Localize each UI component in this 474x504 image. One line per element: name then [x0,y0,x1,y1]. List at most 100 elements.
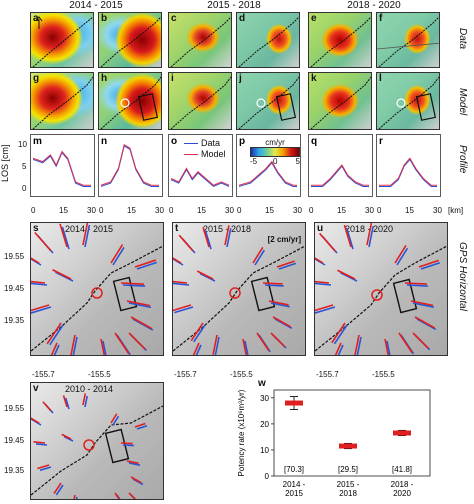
profile-xtick: 30 [87,206,96,215]
gps-panel-t: t 2015 - 2018 [2 cm/yr] [172,222,306,356]
gps-data-arrow [337,344,344,355]
gps-data-arrow [136,261,158,270]
gps-model-arrow [31,304,50,312]
colorbar: cm/yr -5 0 5 [250,138,300,167]
gps-data-arrow [244,340,249,355]
gps-data-arrow [406,284,428,287]
panel-label-o: o [171,136,177,147]
profile-panel-n: n [98,134,163,197]
panel-label-d: d [239,13,246,24]
profile-panel-o: o [168,134,233,197]
lat-tick-19.55: 19.55 [4,252,25,261]
gps-model-arrow [337,269,356,280]
gps-model-arrow [196,270,214,280]
model-overlay [100,76,161,129]
gps-model-arrow [252,246,264,264]
profile-xtick: 15 [127,206,136,215]
x-category-label: 2015 - [337,480,360,489]
lat-tick-v-19.45: 19.45 [4,436,25,445]
gps-data-arrow [356,336,362,355]
gps-data-arrow [39,466,52,472]
gps-model-arrow [394,245,407,264]
gps-model-arrow [62,395,68,408]
row-label-gps: GPS Horizontal [457,242,468,311]
gps-data-arrow [396,247,409,266]
gps-data-arrow [174,306,194,314]
gps-model-arrow [61,433,72,440]
potency-marker [285,400,303,406]
profile-ytick-5: 5 [22,162,27,171]
profile-xtick: 0 [169,206,174,215]
gps-data-arrow [55,484,64,496]
gps-panel-s: s 2014 - 2015 [30,222,164,356]
insar-model-tile-j: j [236,72,300,130]
gps-model-arrow [268,300,289,306]
profile-plots: m n o p q r [30,134,441,197]
panel-label-k: k [311,73,317,84]
insar-model-tile-i: i [168,72,232,130]
source-marker [83,439,95,451]
gps-data-arrow [122,284,146,287]
gps-data-arrow [386,340,391,355]
panel-label-n: n [101,136,107,147]
panel-label-m: m [33,136,42,147]
lon-tick-t-2: -155.5 [230,370,253,379]
gps-model-arrow [173,304,192,312]
gps-data-arrow [128,302,152,309]
gps-data-arrow [122,444,135,447]
profile-xtick: 30 [365,206,374,215]
panel-label-a: a [33,13,39,24]
potency-annotation: [41.8] [392,465,412,474]
panel-label-s: s [33,223,39,234]
gps-model-arrow [46,322,62,345]
profile-x-unit: [km] [448,206,464,215]
gps-model-arrow [331,322,346,344]
profile-xtick: 30 [433,206,442,215]
gps-model-arrow [366,223,373,246]
lon-tick-u-2: -155.5 [372,370,395,379]
profile-ytick-10: 10 [18,140,27,149]
gps-data-arrow [84,395,88,408]
model-overlay [378,76,439,129]
insar-data-tile-d: d [236,12,300,68]
gps-vectors [31,393,163,499]
insar-model-tile-g: g [30,72,94,130]
gps-model-arrow [114,492,120,499]
y-axis-label: Potency rate (x10⁶m³/yr) [237,389,246,476]
row-label-profile: Profile [457,145,468,174]
gps-model-arrow [126,460,139,465]
fault-trace [377,16,439,67]
gps-model-arrow [272,316,292,328]
profile-xtick: 0 [31,206,36,215]
source-marker [371,289,383,301]
gps-data-arrow [193,324,206,343]
gps-data-arrow [420,261,441,270]
gps-model-arrow [53,482,62,494]
profile-xtick: 15 [337,206,346,215]
fault-trace [310,16,371,67]
profile-legend: Data Model [184,138,226,160]
source-marker [229,287,241,299]
gps-model-arrow [34,231,52,252]
gps-data-arrow [49,324,64,346]
gps-model-arrow [128,492,137,499]
profile-xtick: 15 [59,206,68,215]
lon-tick-u-1: -155.7 [316,370,339,379]
gps-data-arrow [333,324,348,345]
fault-trace [100,16,161,67]
lon-tick-s-2: -155.5 [88,370,111,379]
profile-model-line [100,143,159,186]
x-category-label: 2020 [393,489,411,498]
fault-trace [238,16,299,67]
period-header-2014-2015: 2014 - 2015 [69,0,123,11]
gps-data-arrow [315,306,336,314]
gps-panel-u: u 2018 - 2020 [314,222,448,356]
profile-panel-p: p [236,134,301,197]
gps-model-arrow [315,280,330,284]
gps-model-arrow [319,232,336,252]
gps-model-arrow [50,342,58,355]
gps-vectors [31,223,163,355]
panel-label-t: t [175,223,179,234]
gps-model-arrow [173,280,188,284]
gps-model-arrow [173,257,182,264]
